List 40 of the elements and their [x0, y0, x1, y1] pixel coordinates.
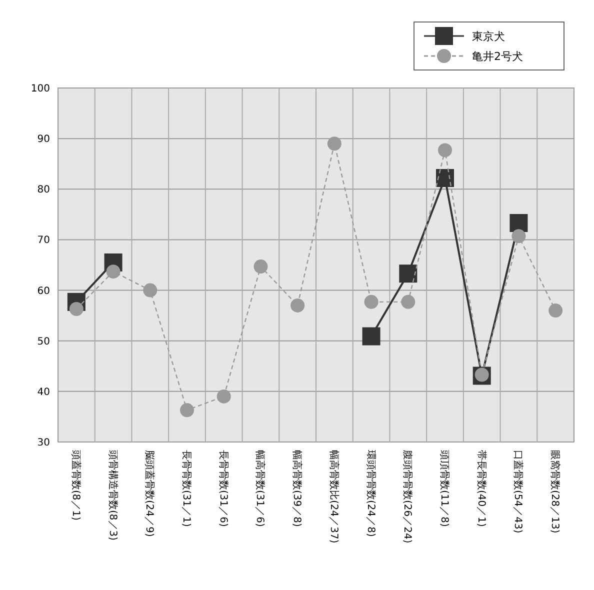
legend-label: 亀井2号犬	[472, 50, 523, 63]
point	[106, 264, 120, 279]
point	[180, 403, 194, 418]
point	[436, 169, 454, 188]
x-tick-label: 眼窩骨数(28／13)	[549, 450, 562, 534]
point	[364, 294, 378, 309]
point	[399, 264, 418, 283]
point	[548, 304, 563, 318]
y-tick-label: 70	[37, 235, 50, 246]
point	[254, 260, 268, 274]
x-tick-label: 頭蓋骨数(8／1)	[70, 450, 82, 521]
legend-label: 東京犬	[472, 30, 505, 43]
y-tick-label: 100	[30, 84, 50, 94]
x-tick-label: 長骨骨数(31／1)	[180, 450, 192, 527]
point	[327, 136, 342, 151]
y-tick-label: 50	[37, 336, 50, 348]
y-tick-label: 30	[37, 438, 50, 448]
point	[362, 327, 380, 346]
point	[290, 298, 305, 312]
point	[512, 229, 526, 244]
y-tick-label: 80	[37, 184, 50, 196]
x-tick-label: 頭頂骨数(11／8)	[438, 450, 450, 527]
x-tick-label: 環頭骨骨数(24／8)	[364, 450, 376, 537]
point	[216, 389, 231, 404]
x-tick-label: 口蓋骨数(54／43)	[512, 450, 524, 534]
x-tick-label: 長骨骨数(31／6)	[217, 450, 228, 527]
point	[401, 294, 416, 309]
x-tick-label: 幅高骨数(31／6)	[254, 450, 266, 527]
x-tick-label: 脳頭蓋骨数(24／9)	[144, 450, 156, 537]
point	[510, 214, 528, 232]
point	[143, 283, 158, 298]
x-tick-label: 幅高骨数比(24／37)	[328, 450, 340, 544]
x-tick-label: 帯長骨数(40／1)	[475, 450, 488, 527]
y-tick-label: 90	[37, 134, 50, 146]
x-tick-label: 腹頭骨骨数(26／24)	[402, 450, 414, 544]
x-tick-label: 頭骨構造骨数(8／3)	[106, 450, 119, 541]
y-tick-label: 60	[37, 286, 50, 297]
point	[438, 143, 452, 158]
x-tick-label: 幅高骨数(39／8)	[291, 450, 304, 527]
y-tick-label: 40	[37, 386, 50, 398]
